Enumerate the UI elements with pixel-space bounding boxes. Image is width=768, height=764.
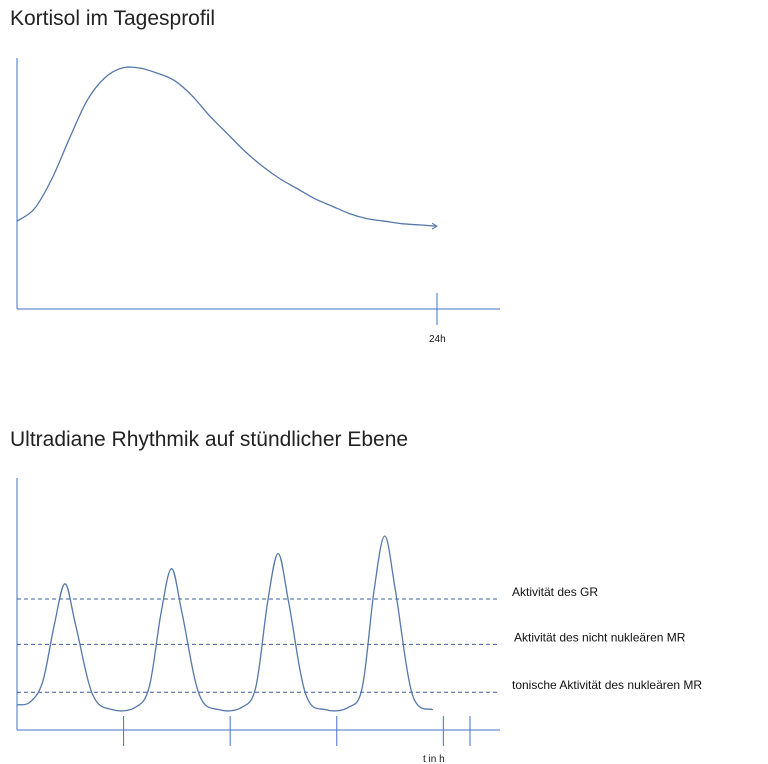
chart1-series-arrowhead [431, 222, 438, 230]
chart2-title: Ultradiane Rhythmik auf stündlicher Eben… [10, 428, 409, 451]
chart2-series-line [16, 535, 434, 712]
chart2-reference-label: Aktivität des GR [512, 585, 598, 599]
chart1-series-line [16, 66, 438, 227]
chart2-x-ticks [123, 716, 444, 746]
ultradian-rhythm-chart: t in h Aktivität des GR Aktivität des nic… [16, 478, 702, 764]
cortisol-daily-chart: 24h [16, 58, 500, 345]
chart2-reference-label: Aktivität des nicht nukleären MR [514, 630, 686, 644]
chart1-title: Kortisol im Tagesprofil [10, 7, 216, 30]
chart2-reference-lines: Aktivität des GR Aktivität des nicht nukl… [17, 585, 702, 693]
chart2-x-axis-label: t in h [423, 754, 445, 764]
chart2-reference-label: tonische Aktivität des nukleären MR [512, 678, 702, 692]
chart1-x-tick-label: 24h [429, 334, 446, 345]
